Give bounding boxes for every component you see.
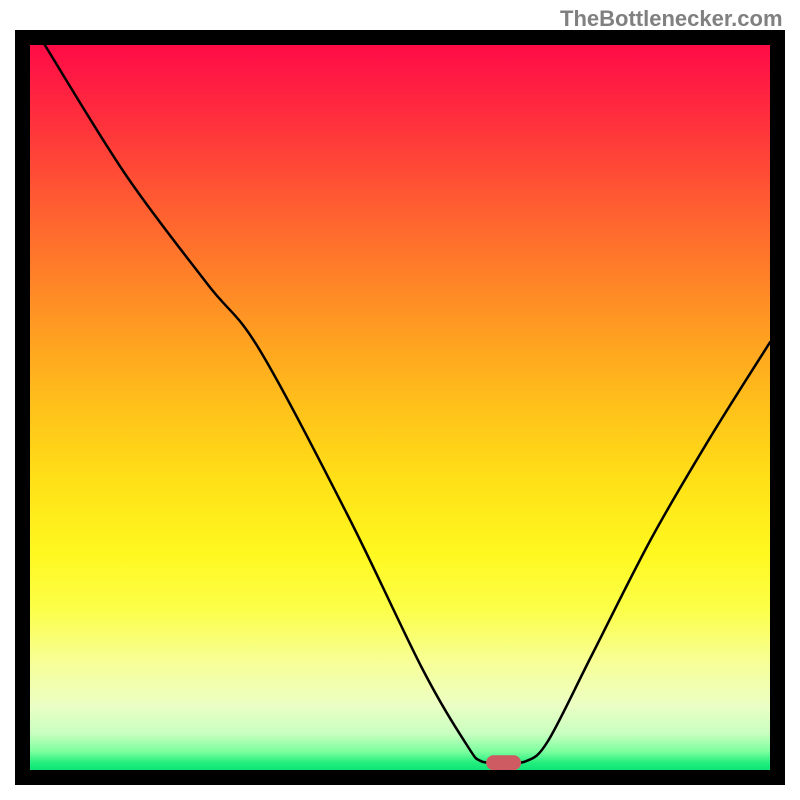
chart-container: TheBottlenecker.com <box>0 0 800 800</box>
frame-bottom <box>15 770 785 785</box>
watermark-text: TheBottlenecker.com <box>560 6 783 32</box>
frame-top <box>15 30 785 45</box>
optimal-marker <box>487 756 521 770</box>
frame-right <box>770 30 785 785</box>
plot-area <box>30 45 770 770</box>
gradient-background <box>30 45 770 770</box>
frame-left <box>15 30 30 785</box>
plot-svg <box>30 45 770 770</box>
